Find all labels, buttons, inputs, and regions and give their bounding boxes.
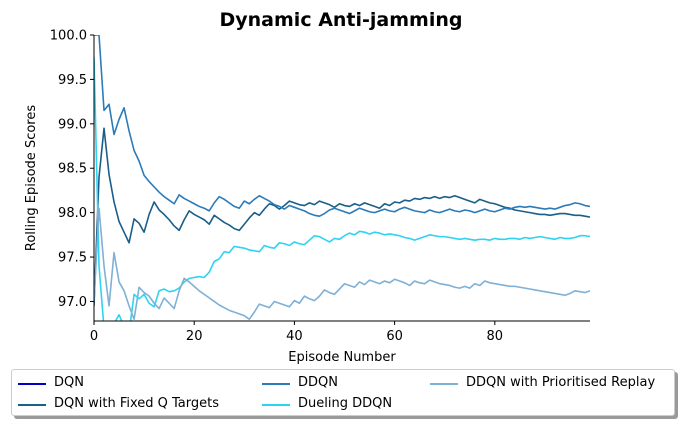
- y-tick-label: 98.0: [58, 206, 87, 221]
- x-tick-label: 80: [487, 329, 504, 344]
- legend-swatch-dqn: [18, 383, 46, 385]
- y-tick-label: 99.0: [58, 117, 87, 132]
- y-tick-label: 100.0: [50, 29, 87, 44]
- chart-title: Dynamic Anti-jamming: [220, 9, 463, 31]
- x-tick-label: 20: [186, 329, 203, 344]
- y-tick-label: 98.5: [58, 162, 87, 177]
- x-ticks: 0 20 40 60 80: [90, 321, 503, 344]
- legend-label-dueling-ddqn: Dueling DDQN: [298, 396, 393, 411]
- y-tick-label: 97.0: [58, 295, 87, 310]
- series-line-dqn-fixed-q: [94, 127, 590, 306]
- x-tick-label: 0: [90, 329, 98, 344]
- legend: DQN DQN with Fixed Q Targets DDQN Duelin…: [11, 369, 675, 416]
- legend-item-ddqn-prioritised: DDQN with Prioritised Replay: [424, 375, 674, 391]
- series-line-ddqn-prioritised: [94, 207, 590, 321]
- y-axis-label: Rolling Episode Scores: [24, 105, 39, 251]
- legend-label-dqn-fixed-q: DQN with Fixed Q Targets: [54, 396, 219, 411]
- x-tick-label: 60: [386, 329, 403, 344]
- chart-area: Dynamic Anti-jamming 97.0 97.5 98.0 98.5 99.…: [24, 9, 590, 365]
- legend-item-dqn: DQN: [12, 375, 212, 391]
- legend-label-ddqn-prioritised: DDQN with Prioritised Replay: [466, 375, 656, 390]
- legend-label-dqn: DQN: [54, 375, 84, 390]
- legend-item-dqn-fixed-q: DQN with Fixed Q Targets: [12, 396, 252, 412]
- y-ticks: 97.0 97.5 98.0 98.5 99.0 99.5 100.0: [50, 29, 94, 310]
- legend-label-ddqn: DDQN: [298, 375, 338, 390]
- legend-swatch-dueling-ddqn: [262, 404, 290, 406]
- series-line-dueling-ddqn: [94, 57, 590, 321]
- series-line-ddqn: [94, 35, 590, 217]
- y-tick-label: 97.5: [58, 251, 87, 266]
- x-axis-label: Episode Number: [288, 350, 396, 365]
- x-tick-label: 40: [286, 329, 303, 344]
- legend-swatch-ddqn: [262, 383, 290, 385]
- legend-swatch-dqn-fixed-q: [18, 404, 46, 406]
- legend-item-ddqn: DDQN: [256, 375, 406, 391]
- legend-item-dueling-ddqn: Dueling DDQN: [256, 396, 426, 412]
- legend-swatch-ddqn-prioritised: [430, 383, 458, 385]
- series-layer: [94, 35, 590, 321]
- y-tick-label: 99.5: [58, 73, 87, 88]
